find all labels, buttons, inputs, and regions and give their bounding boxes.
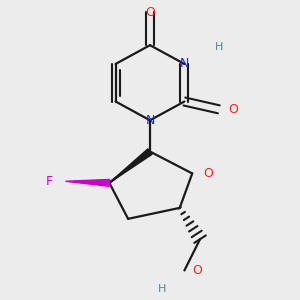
Polygon shape bbox=[109, 149, 152, 183]
Text: O: O bbox=[204, 167, 213, 180]
Text: O: O bbox=[228, 103, 238, 116]
Text: H: H bbox=[158, 284, 167, 294]
Text: N: N bbox=[145, 114, 155, 127]
Text: O: O bbox=[145, 6, 155, 19]
Text: O: O bbox=[192, 264, 202, 277]
Polygon shape bbox=[65, 179, 110, 186]
Text: F: F bbox=[46, 175, 53, 188]
Text: H: H bbox=[214, 42, 223, 52]
Text: N: N bbox=[180, 58, 189, 70]
